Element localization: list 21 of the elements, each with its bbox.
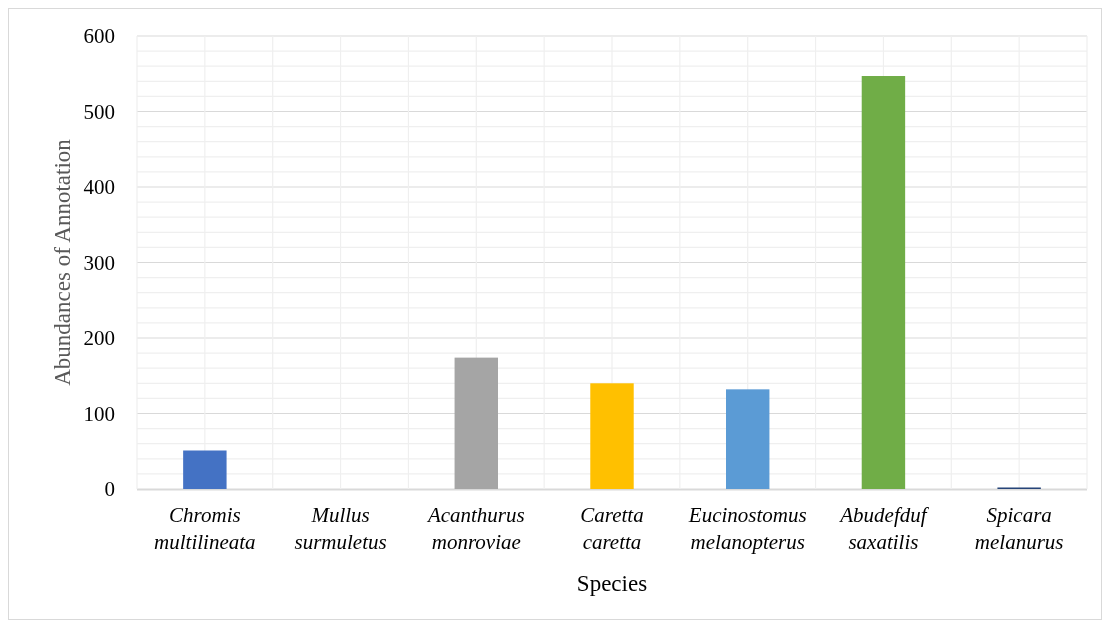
bar	[590, 383, 634, 489]
y-tick-label: 300	[83, 250, 115, 275]
x-axis-title: Species	[576, 571, 648, 596]
x-tick-label: Acanthurus monroviae	[425, 502, 525, 554]
x-tick-label: Eucinostomus melanopterus	[687, 502, 807, 554]
y-tick-label: 200	[83, 326, 115, 351]
bar	[183, 450, 227, 489]
x-tick-label: Abudefduf saxatilis	[838, 502, 930, 554]
bar	[454, 357, 498, 489]
y-tick-label: 0	[104, 477, 115, 502]
y-tick-label: 100	[83, 401, 115, 426]
x-tick-label: Spicara melanurus	[974, 502, 1064, 554]
x-tick-label: Chromis multilineata	[154, 502, 256, 554]
bar	[726, 389, 770, 489]
bar	[861, 76, 906, 489]
y-tick-label: 400	[83, 175, 115, 200]
y-axis-title: Abundances of Annotation	[50, 138, 75, 386]
x-tick-label: Caretta caretta	[580, 502, 644, 554]
y-tick-label: 600	[83, 24, 115, 49]
x-tick-label: Mullus surmuletus	[294, 502, 387, 554]
y-tick-label: 500	[83, 99, 115, 124]
